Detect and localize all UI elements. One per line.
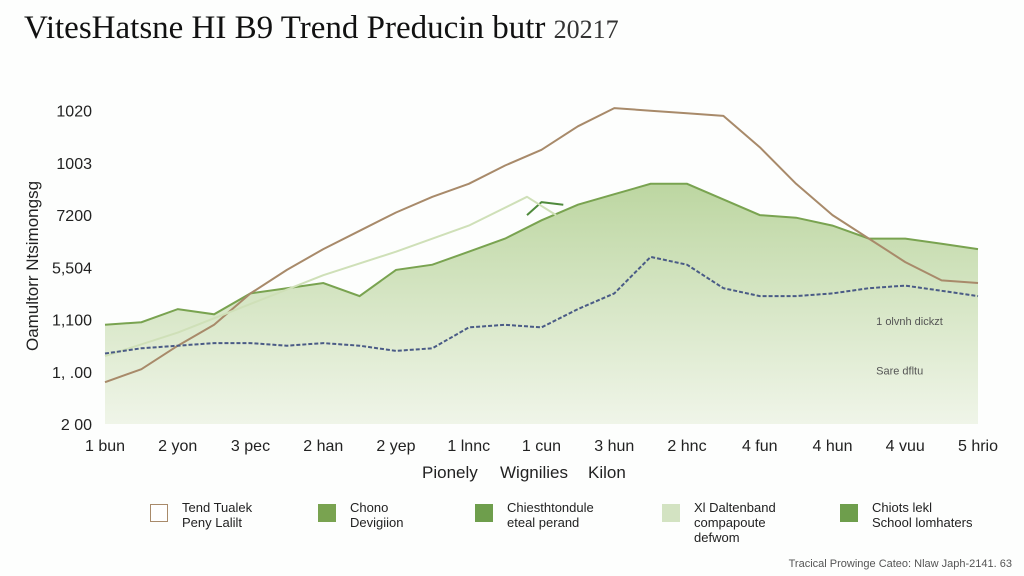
series-area-fill <box>105 183 978 424</box>
y-tick-label: 1, .00 <box>52 365 92 382</box>
chart-title: VitesHatsne HI B9 Trend Preducin butr 20… <box>24 10 619 47</box>
legend-item: Chono Devigiion <box>318 500 403 530</box>
chart-title-main: VitesHatsne HI B9 Trend Preducin butr <box>24 10 546 46</box>
x-tick-label: 1 lnnc <box>447 438 490 455</box>
series-line <box>104 107 979 384</box>
chart-annotation: Sare dfltu <box>876 365 923 377</box>
series-line <box>104 255 979 355</box>
legend-swatch <box>662 504 680 522</box>
x-tick-label: 2 han <box>303 438 343 455</box>
legend-label: Chiots lekl School lomhaters <box>872 500 973 530</box>
legend-item: Tend Tualek Peny Lalilt <box>150 500 252 530</box>
legend-swatch <box>150 504 168 522</box>
x-axis-label-part: Wignilies <box>500 463 568 482</box>
legend-swatch <box>840 504 858 522</box>
x-axis-label-part: Pionely <box>422 463 478 482</box>
series-line <box>104 195 557 358</box>
legend-item: Xl Daltenband compapoute defwom <box>662 500 776 545</box>
x-axis-label-part: Kilon <box>588 463 626 482</box>
legend-label: Chiesthtondule eteal perand <box>507 500 594 530</box>
x-tick-label: 1 cun <box>522 438 561 455</box>
source-note: Tracical Prowinge Cateo: Nlaw Japh-2141.… <box>788 558 1012 570</box>
x-axis-label: Pionely Wignilies Kilon <box>422 463 626 482</box>
y-tick-label: 1,100 <box>52 313 92 330</box>
y-tick-label: 1020 <box>56 104 92 121</box>
x-tick-label: 3 pec <box>231 438 270 455</box>
chart-annotation: 1 olvnh dickzt <box>876 316 943 328</box>
y-tick-label: 1003 <box>56 156 92 173</box>
x-tick-label: 3 hun <box>594 438 634 455</box>
x-tick-label: 2 hnc <box>667 438 706 455</box>
legend-swatch <box>318 504 336 522</box>
y-tick-label: 2 00 <box>61 417 92 434</box>
x-tick-label: 4 fun <box>742 438 778 455</box>
y-axis-label: Oamultorr Ntsimongsg <box>23 181 42 351</box>
chart-legend: Tend Tualek Peny Lalilt Chono Devigiion Ch… <box>150 500 1010 550</box>
legend-label: Chono Devigiion <box>350 500 404 530</box>
x-tick-label: 5 hrio <box>958 438 998 455</box>
legend-item: Chiesthtondule eteal perand <box>475 500 594 530</box>
y-tick-label: 7200 <box>56 208 92 225</box>
x-tick-label: 1 bun <box>85 438 125 455</box>
x-tick-label: 2 yep <box>376 438 415 455</box>
legend-swatch <box>475 504 493 522</box>
x-tick-label: 4 hun <box>812 438 852 455</box>
y-tick-label: 5,504 <box>52 260 92 277</box>
x-tick-label: 4 vuu <box>886 438 925 455</box>
chart-title-year: 20217 <box>553 15 619 44</box>
series-line <box>526 201 564 216</box>
legend-item: Chiots lekl School lomhaters <box>840 500 972 530</box>
legend-label: Xl Daltenband compapoute defwom <box>694 500 776 545</box>
x-tick-label: 2 yon <box>158 438 197 455</box>
legend-label: Tend Tualek Peny Lalilt <box>182 500 253 530</box>
